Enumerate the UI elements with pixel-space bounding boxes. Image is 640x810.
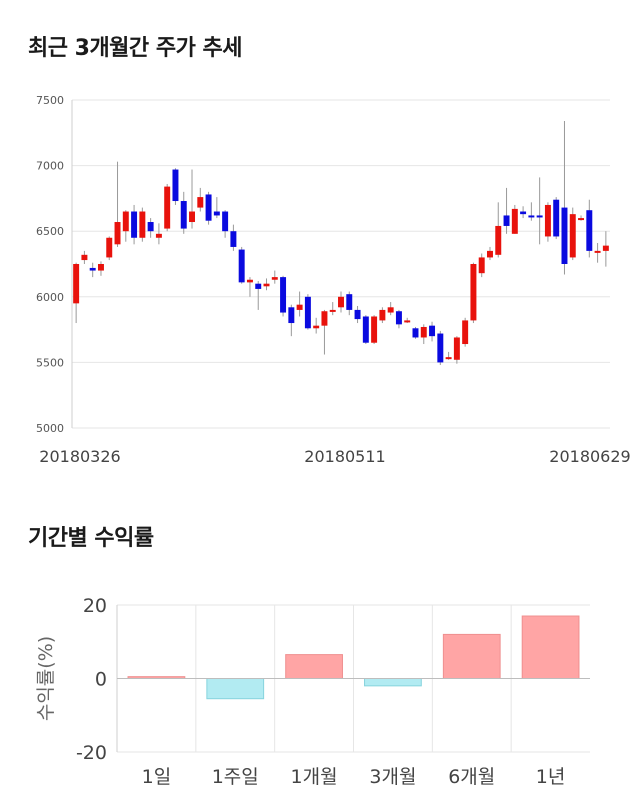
candle-body — [197, 197, 204, 208]
candle-body — [81, 254, 88, 261]
candle-body — [487, 250, 493, 258]
candle-body — [263, 283, 270, 287]
candle-body — [338, 296, 344, 308]
y-tick-label: 5500 — [36, 356, 64, 369]
candle-body — [478, 257, 485, 274]
return-bar — [285, 654, 343, 679]
y-tick-label: 6000 — [36, 291, 64, 304]
x-tick-label: 20180511 — [304, 447, 385, 466]
candle-body — [222, 211, 229, 232]
price-trend-title: 최근 3개월간 주가 추세 — [28, 36, 242, 61]
candle-body — [255, 283, 262, 289]
candle-body — [470, 264, 477, 321]
candle-body — [569, 214, 576, 258]
candle-body — [97, 264, 104, 271]
candle-body — [429, 325, 436, 337]
candle-body — [594, 250, 601, 253]
candle-body — [346, 294, 353, 310]
candle-body — [420, 326, 427, 338]
candle-body — [296, 304, 303, 310]
candle-body — [238, 249, 245, 283]
x-tick-label: 20180326 — [39, 447, 120, 466]
candle-body — [131, 211, 138, 238]
x-tick-label: 1개월 — [291, 766, 338, 788]
candle-body — [586, 210, 593, 251]
return-bar — [521, 615, 580, 680]
candle-body — [553, 199, 560, 237]
candle-body — [544, 204, 551, 237]
x-tick-label: 3개월 — [369, 766, 416, 788]
candle-body — [139, 211, 146, 238]
x-tick-label: 1일 — [142, 766, 172, 788]
return-bar — [442, 633, 501, 680]
candle-body — [313, 325, 320, 329]
candle-body — [230, 231, 237, 247]
candle-body — [528, 215, 535, 218]
y-tick-label: 6500 — [36, 225, 64, 238]
x-tick-label: 1주일 — [212, 766, 259, 788]
candle-body — [205, 194, 212, 221]
candle-body — [379, 309, 386, 321]
candlestick-chart: 5000 5500 6000 6500 7000 7500 20180326 20180511… — [36, 94, 631, 466]
candle-body — [288, 307, 295, 324]
candle-body — [503, 215, 510, 226]
candle-body — [155, 233, 162, 238]
candle-body — [371, 316, 378, 343]
candle-body — [536, 215, 543, 218]
candle-body — [321, 311, 328, 326]
candle-body — [395, 311, 402, 325]
x-tick-label: 20180629 — [549, 447, 630, 466]
candle-body — [164, 186, 171, 229]
candle-body — [304, 296, 311, 329]
candle-body — [602, 245, 609, 251]
candle-body — [362, 316, 369, 343]
return-bar — [206, 678, 265, 700]
x-tick-label: 1년 — [536, 766, 566, 788]
candle-body — [180, 201, 187, 229]
candle-body — [561, 207, 568, 264]
y-tick-label: 20 — [83, 595, 107, 617]
candle-body — [89, 267, 96, 271]
candle-body — [445, 357, 452, 360]
candle-body — [578, 218, 585, 221]
candle-body — [453, 337, 460, 360]
candle-body — [122, 211, 129, 232]
x-tick-label: 6개월 — [448, 766, 495, 788]
candle-body — [387, 307, 394, 313]
candle-body — [147, 222, 154, 232]
candle-body — [495, 225, 502, 255]
candle-body — [404, 320, 411, 323]
y-axis-label: 수익률(%) — [35, 636, 57, 721]
candle-body — [106, 237, 113, 258]
candle-body — [354, 309, 361, 320]
y-tick-label: 7000 — [36, 160, 64, 173]
candle-body — [520, 211, 527, 215]
candle-body — [73, 264, 80, 304]
candle-body — [329, 309, 336, 312]
candle-body — [114, 222, 121, 245]
return-bar — [364, 678, 422, 687]
candle-body — [246, 279, 253, 283]
period-return-title: 기간별 수익률 — [28, 526, 154, 551]
candle-body — [280, 277, 287, 313]
candle-body — [511, 208, 518, 234]
y-tick-label: 5000 — [36, 422, 64, 435]
candle-body — [189, 211, 195, 223]
candle-body — [462, 320, 469, 345]
candle-body — [412, 328, 419, 338]
candle-body — [213, 211, 220, 216]
candle-body — [271, 277, 278, 280]
candle-body — [172, 169, 179, 202]
y-tick-label: 7500 — [36, 94, 64, 107]
candle-body — [437, 333, 444, 363]
y-tick-label: -20 — [76, 742, 107, 764]
y-tick-label: 0 — [95, 669, 107, 691]
